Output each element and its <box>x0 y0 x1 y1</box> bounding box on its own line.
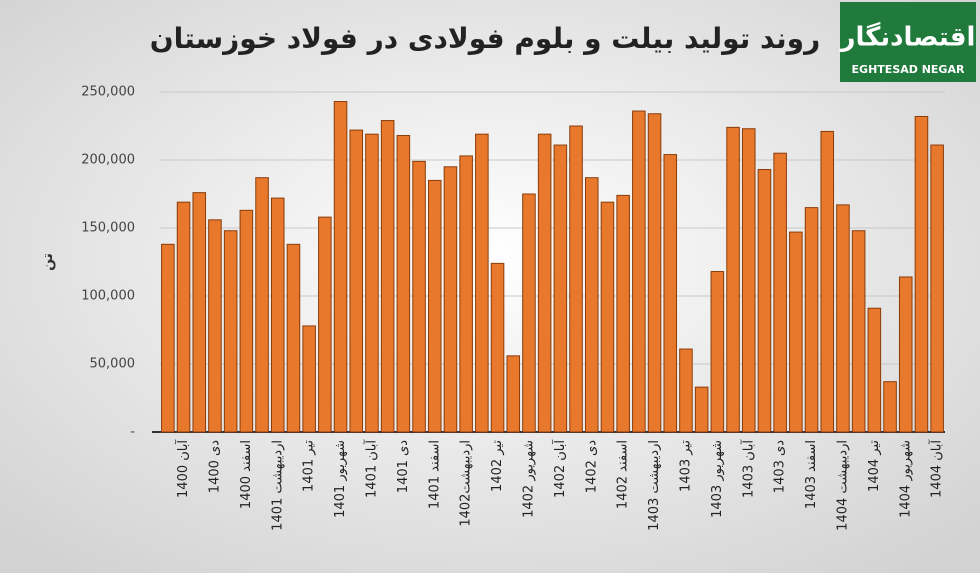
x-tick-label: تیر 1401 <box>302 440 317 492</box>
x-tick-label: دی 1400 <box>207 440 222 493</box>
y-tick-label: 150,000 <box>81 221 135 236</box>
x-tick-label: تیر 1402 <box>490 440 505 492</box>
bar <box>286 243 301 433</box>
bar <box>302 325 316 433</box>
bar <box>584 177 599 433</box>
bar <box>161 243 175 433</box>
bar <box>396 135 411 433</box>
x-tick-label: شهریور 1401 <box>333 440 348 518</box>
bar <box>883 381 897 433</box>
bar <box>239 209 254 433</box>
logo-text: اقتصادنگار <box>839 22 976 53</box>
bar <box>679 348 693 433</box>
chart-title: روند تولید بیلت و بلوم فولادی در فولاد خ… <box>150 22 820 55</box>
bar <box>537 133 552 433</box>
bar <box>318 216 332 433</box>
x-tick-label: اردیبهشت 1404 <box>835 440 850 531</box>
bar <box>851 230 866 433</box>
bar <box>710 271 725 433</box>
bar <box>914 115 929 433</box>
bar <box>522 193 536 433</box>
y-tick-label: - <box>130 425 135 440</box>
x-tick-label: شهریور 1404 <box>898 440 913 518</box>
bar <box>427 179 442 433</box>
bar <box>694 386 709 433</box>
x-tick-label: اسفند 1401 <box>427 440 442 509</box>
bar <box>333 101 348 433</box>
bar <box>867 307 882 433</box>
x-tick-label: تیر 1403 <box>678 440 693 492</box>
bar <box>726 126 740 433</box>
bar <box>506 355 521 433</box>
bar <box>647 113 662 433</box>
bar <box>176 201 191 433</box>
x-tick-label: اردیبهشت1402 <box>459 440 474 527</box>
x-tick-label: آبان 1401 <box>362 439 379 498</box>
bar <box>365 133 379 433</box>
x-tick-label: دی 1401 <box>396 440 411 493</box>
x-tick-label: دی 1403 <box>773 440 788 493</box>
bar <box>192 192 207 433</box>
bar <box>490 262 505 433</box>
x-tick-label: اسفند 1402 <box>616 440 631 509</box>
bar <box>569 125 583 433</box>
bar <box>223 230 238 433</box>
bar <box>459 155 473 433</box>
bar <box>616 194 630 433</box>
bar <box>789 231 803 433</box>
x-tick-label: شهریور 1403 <box>710 440 725 518</box>
bar <box>820 130 835 433</box>
bar <box>632 110 646 433</box>
bar <box>255 177 269 433</box>
bar <box>349 129 364 433</box>
bar <box>898 276 913 433</box>
logo-subtext: EGHTESAD NEGAR <box>852 63 965 76</box>
bar <box>553 144 568 433</box>
x-tick-label: اردیبهشت 1401 <box>270 440 285 531</box>
y-tick-label: 250,000 <box>81 85 135 100</box>
bar <box>208 219 222 433</box>
bar <box>600 201 615 433</box>
y-tick-label: 100,000 <box>81 289 135 304</box>
x-tick-label: آبان 1402 <box>551 439 568 498</box>
bar <box>663 154 678 433</box>
x-tick-label: دی 1402 <box>584 440 599 493</box>
bar <box>475 133 489 433</box>
x-tick-label: اردیبهشت 1403 <box>647 440 662 531</box>
bar <box>270 197 285 433</box>
bar <box>380 120 395 433</box>
x-tick-label: شهریور 1402 <box>521 440 536 518</box>
y-tick-label: 200,000 <box>81 153 135 168</box>
logo-box <box>840 2 976 82</box>
x-tick-label: آبان 1403 <box>739 439 756 498</box>
y-tick-label: 50,000 <box>90 357 136 372</box>
bar <box>773 152 787 433</box>
bar <box>804 207 819 433</box>
bar <box>741 128 756 433</box>
x-tick-label: اسفند 1403 <box>804 440 819 509</box>
bar <box>930 144 944 433</box>
x-tick-label: آبان 1400 <box>174 439 191 498</box>
x-tick-label: آبان 1404 <box>928 439 945 498</box>
bar <box>836 204 850 433</box>
x-tick-label: تیر 1404 <box>867 440 882 492</box>
x-tick-label: اسفند 1400 <box>239 440 254 509</box>
y-axis-label: تن <box>40 253 56 271</box>
bar <box>412 160 426 433</box>
bar <box>443 166 458 433</box>
bar <box>757 169 772 433</box>
